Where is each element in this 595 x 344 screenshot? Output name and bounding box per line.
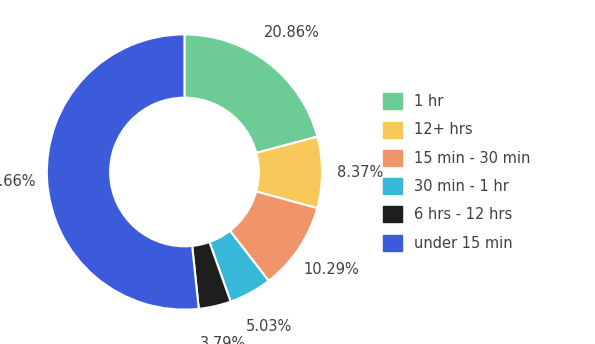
Wedge shape (209, 231, 269, 302)
Wedge shape (184, 34, 317, 153)
Wedge shape (256, 137, 322, 208)
Text: 5.03%: 5.03% (246, 319, 292, 334)
Text: 8.37%: 8.37% (337, 165, 384, 180)
Wedge shape (230, 192, 317, 281)
Wedge shape (192, 242, 231, 309)
Wedge shape (47, 34, 199, 310)
Text: 3.79%: 3.79% (201, 336, 246, 344)
Text: 10.29%: 10.29% (303, 262, 359, 277)
Text: 20.86%: 20.86% (264, 25, 320, 40)
Text: 51.66%: 51.66% (0, 174, 36, 189)
Legend: 1 hr, 12+ hrs, 15 min - 30 min, 30 min - 1 hr, 6 hrs - 12 hrs, under 15 min: 1 hr, 12+ hrs, 15 min - 30 min, 30 min -… (376, 86, 538, 258)
